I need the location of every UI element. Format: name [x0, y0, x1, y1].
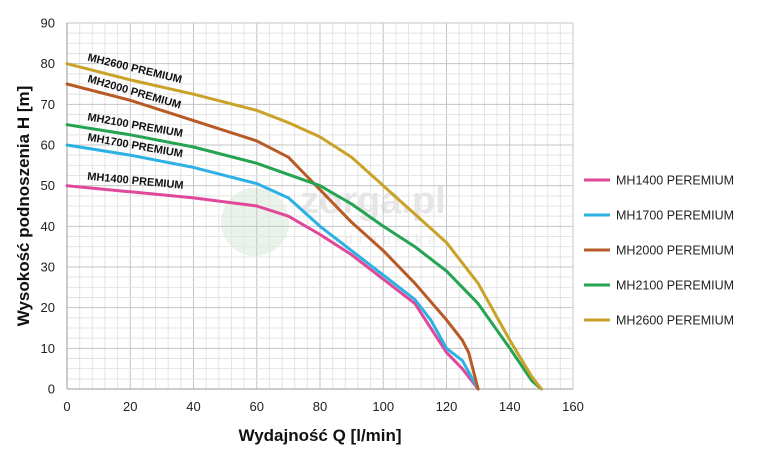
x-tick-label: 60	[250, 399, 264, 414]
series-line-mh1400	[65, 184, 480, 391]
x-tick-label: 0	[63, 399, 70, 414]
legend-label: MH1700 PEREMIUM	[616, 209, 734, 223]
series-line-mh2100	[65, 123, 543, 391]
series-lines	[65, 62, 543, 391]
y-tick-label: 80	[41, 56, 55, 71]
y-tick-label: 10	[41, 341, 55, 356]
x-tick-label: 20	[123, 399, 137, 414]
x-tick-label: 140	[499, 399, 521, 414]
series-line-mh1700	[65, 143, 480, 391]
x-tick-label: 160	[562, 399, 584, 414]
y-tick-label: 0	[48, 382, 55, 397]
y-tick-label: 60	[41, 138, 55, 153]
y-tick-label: 90	[41, 16, 55, 31]
y-tick-label: 40	[41, 219, 55, 234]
y-tick-label: 70	[41, 97, 55, 112]
grid	[66, 22, 574, 390]
y-tick-label: 20	[41, 300, 55, 315]
watermark-subtext: hydraulika	[318, 231, 442, 247]
x-tick-label: 40	[186, 399, 200, 414]
legend: MH1400 PEREMIUM MH1700 PEREMIUM MH2000 PER…	[584, 174, 734, 328]
legend-label: MH2600 PEREMIUM	[616, 314, 734, 328]
x-axis-title: Wydajność Q [l/min]	[238, 426, 401, 445]
axes: 0 20 40 60 80 100 120 140 160 0 10 20 30 40 50 60 70 80 90	[41, 16, 584, 415]
legend-label: MH2100 PEREMIUM	[616, 279, 734, 293]
x-tick-label: 100	[372, 399, 394, 414]
y-tick-label: 30	[41, 260, 55, 275]
y-axis-title: Wysokość podnoszenia H [m]	[14, 86, 33, 327]
legend-label: MH1400 PEREMIUM	[616, 174, 734, 188]
series-line-mh2600	[65, 62, 543, 391]
y-tick-label: 50	[41, 178, 55, 193]
x-tick-label: 80	[313, 399, 327, 414]
series-line-mh2000	[65, 82, 480, 391]
x-tick-label: 120	[436, 399, 458, 414]
legend-label: MH2000 PEREMIUM	[616, 244, 734, 258]
